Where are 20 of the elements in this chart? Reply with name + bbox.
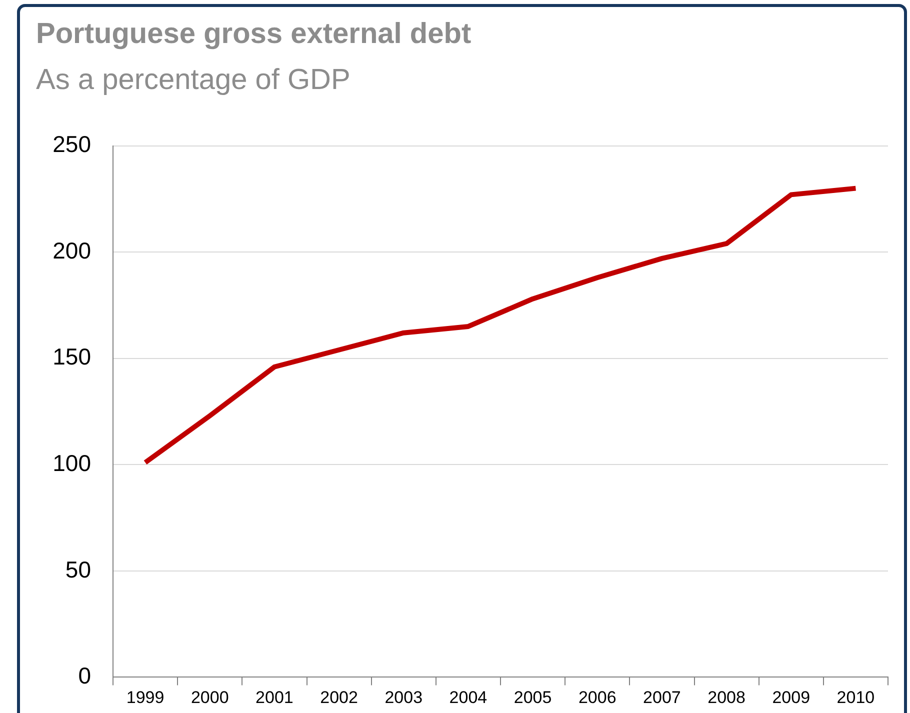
y-tick-label: 200 xyxy=(52,237,91,264)
y-tick-label: 250 xyxy=(52,131,91,158)
x-tick-label: 2003 xyxy=(384,688,423,708)
x-tick-label: 2004 xyxy=(449,688,488,708)
chart-title: Portuguese gross external debt xyxy=(36,18,472,51)
x-tick-label: 2000 xyxy=(190,688,229,708)
y-tick-label: 100 xyxy=(52,450,91,476)
x-tick-label: 2002 xyxy=(320,688,358,708)
x-tick-label: 2001 xyxy=(256,688,294,708)
x-tick-label: 2005 xyxy=(514,688,552,708)
y-tick-label: 150 xyxy=(52,344,91,370)
chart-subtitle: As a percentage of GDP xyxy=(36,64,350,97)
x-tick-label: 2010 xyxy=(836,688,875,708)
x-tick-label: 2008 xyxy=(708,688,746,708)
x-tick-label: 1999 xyxy=(126,688,164,708)
y-tick-label: 50 xyxy=(65,556,91,582)
y-tick-label: 0 xyxy=(78,662,91,689)
x-tick-label: 2006 xyxy=(578,688,616,708)
x-tick-label: 2009 xyxy=(772,688,810,708)
x-tick-label: 2007 xyxy=(643,688,681,708)
